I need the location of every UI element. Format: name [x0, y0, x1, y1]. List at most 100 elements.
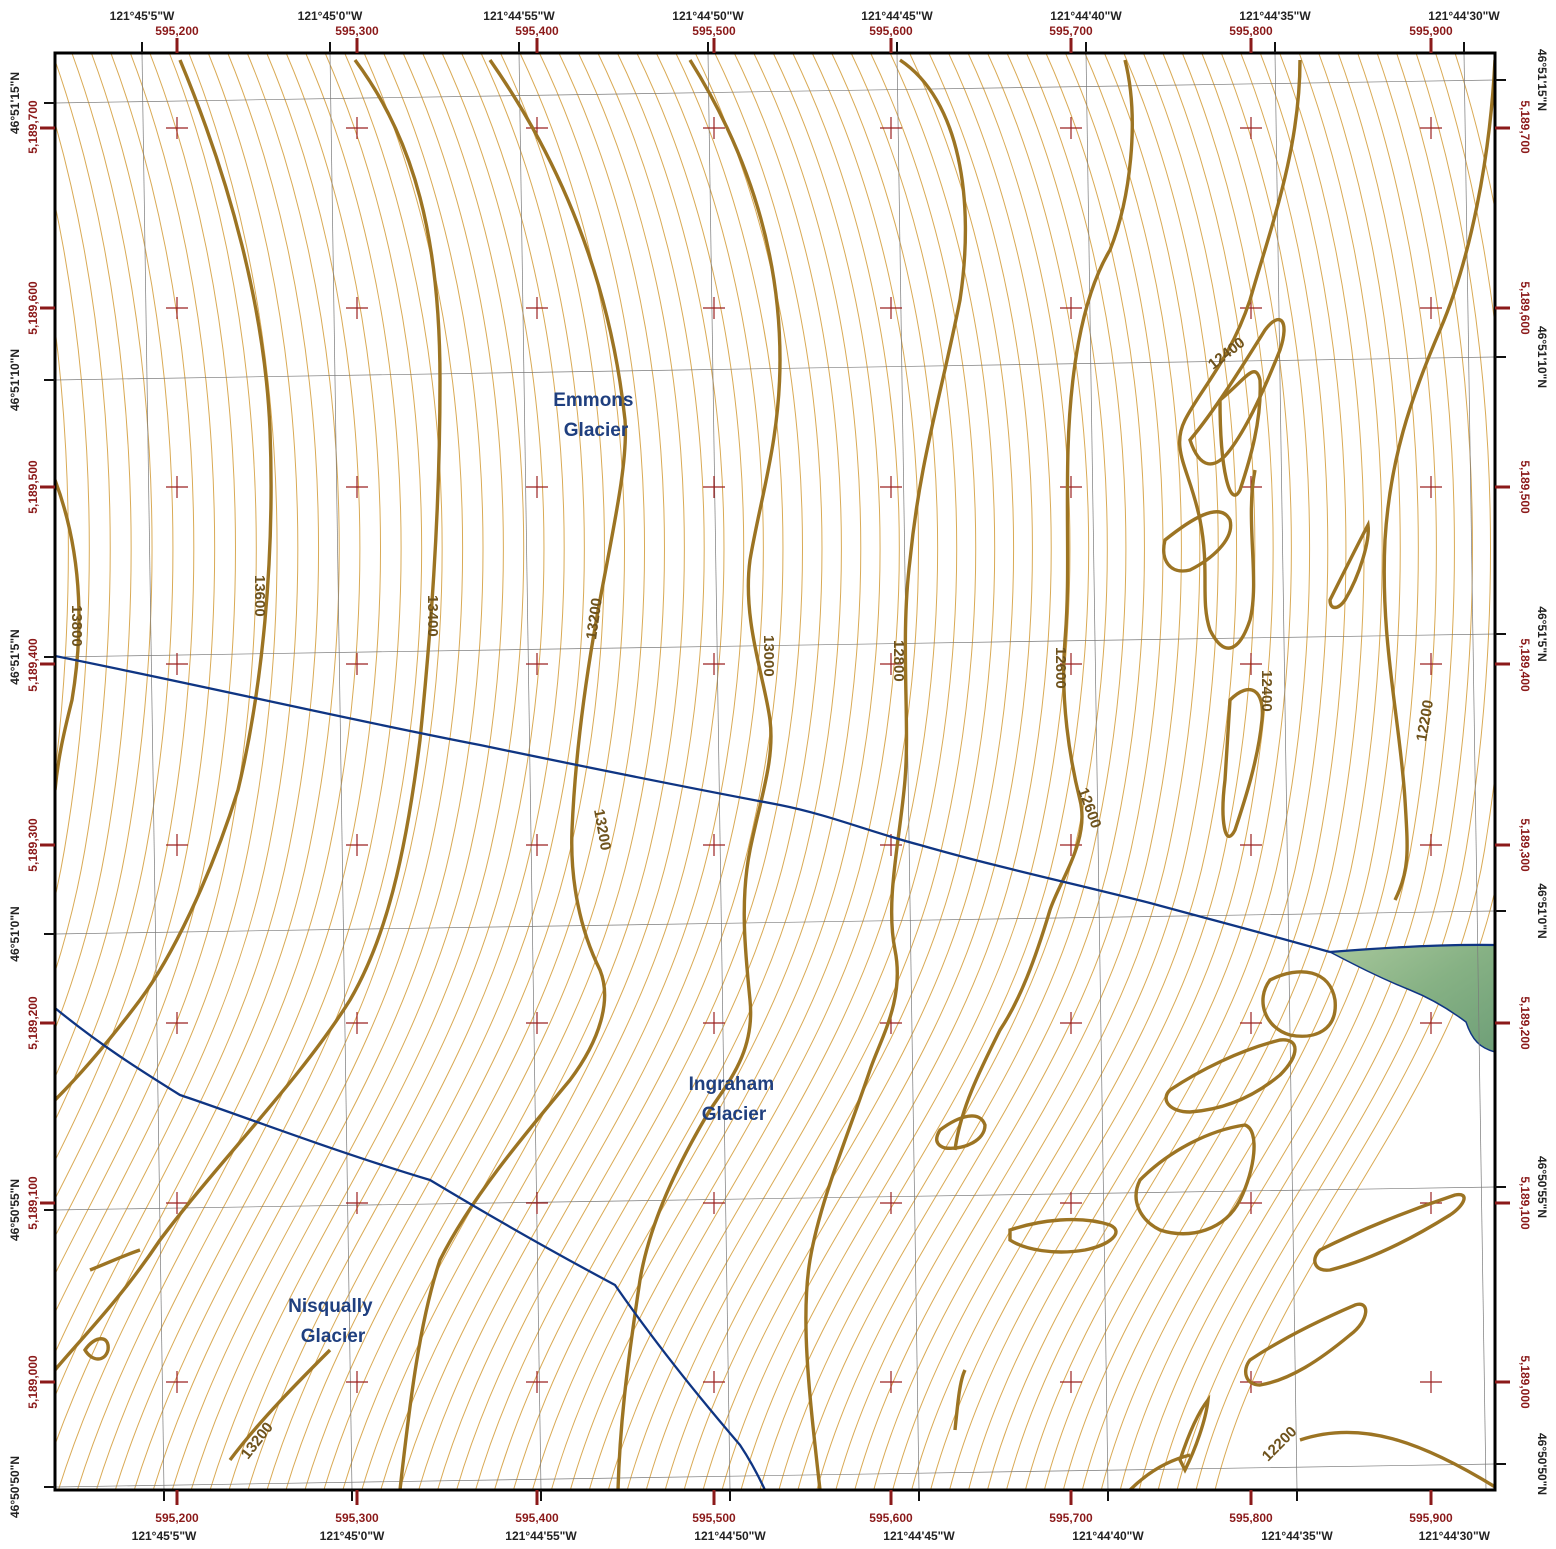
- minor-contour: [550, 53, 881, 1490]
- top-lon-label: 121°44'55"W: [483, 9, 555, 23]
- minor-contour: [702, 53, 1033, 1490]
- minor-contour: [1119, 53, 1437, 1490]
- right-lat-label: 46°51'5"N: [1535, 606, 1549, 661]
- minor-contour: [1138, 53, 1455, 1490]
- minor-contour: [133, 53, 443, 1490]
- bottom-easting-label: 595,300: [335, 1511, 379, 1525]
- frame-ticks: [40, 38, 1510, 1505]
- right-northing-label: 5,189,600: [1518, 281, 1532, 335]
- bottom-lon-label: 121°45'0"W: [320, 1529, 385, 1543]
- top-easting-label: 595,500: [692, 24, 736, 38]
- minor-contour: [816, 53, 1145, 1490]
- minor-contour: [494, 53, 823, 1490]
- minor-contour: [759, 53, 1090, 1490]
- glacier-boundaries: [55, 654, 1495, 1490]
- minor-contour: [588, 53, 919, 1490]
- left-northing-label: 5,189,500: [26, 460, 40, 514]
- contour-label-12600: 12600: [1052, 647, 1069, 689]
- minor-contour: [437, 53, 764, 1490]
- minor-contour: [626, 53, 958, 1490]
- top-lon-label: 121°44'35"W: [1239, 9, 1311, 23]
- minor-contour: [76, 53, 382, 1490]
- emmons-glacier-label: Emmons Glacier: [553, 390, 639, 441]
- contour-label-12200-b: 12200: [1259, 1423, 1301, 1465]
- minor-contour: [683, 53, 1015, 1490]
- bottom-lon-label: 121°44'45"W: [883, 1529, 955, 1543]
- right-lat-label: 46°51'10"N: [1535, 326, 1549, 388]
- minor-contour: [1157, 53, 1473, 1490]
- minor-contour: [228, 53, 545, 1490]
- bottom-easting-label: 595,800: [1229, 1511, 1273, 1525]
- bottom-easting-label: 595,700: [1049, 1511, 1093, 1525]
- right-lat-label: 46°50'50"N: [1535, 1433, 1549, 1495]
- right-coordinate-labels: 5,189,700 5,189,600 5,189,500 5,189,400 …: [1518, 49, 1549, 1495]
- minor-contour: [304, 53, 626, 1490]
- right-northing-label: 5,189,400: [1518, 638, 1532, 692]
- minor-contour: [55, 53, 195, 1162]
- bottom-lon-label: 121°44'30"W: [1419, 1529, 1491, 1543]
- nisqually-glacier-label: Nisqually Glacier: [288, 1296, 378, 1347]
- minor-contour: [323, 53, 646, 1490]
- contour-label-13000: 13000: [760, 635, 777, 677]
- bottom-lon-label: 121°44'50"W: [694, 1529, 766, 1543]
- right-northing-label: 5,189,500: [1518, 460, 1532, 514]
- top-easting-label: 595,600: [869, 24, 913, 38]
- minor-contour: [1176, 53, 1491, 1490]
- bottom-lon-label: 121°44'55"W: [505, 1529, 577, 1543]
- minor-contour: [55, 202, 90, 900]
- minor-contour: [1024, 53, 1347, 1490]
- top-lon-label: 121°45'5"W: [110, 9, 175, 23]
- minor-contour: [475, 53, 803, 1490]
- left-northing-label: 5,189,000: [26, 1355, 40, 1409]
- minor-contour: [721, 53, 1052, 1490]
- minor-contour: [892, 53, 1219, 1490]
- minor-contour: [190, 53, 504, 1490]
- minor-contour: [664, 53, 996, 1490]
- minor-contour: [968, 53, 1292, 1490]
- rock-outcrop: [1327, 944, 1495, 1053]
- top-lon-label: 121°44'45"W: [861, 9, 933, 23]
- minor-contour: [740, 53, 1071, 1490]
- utm-grid-crosses: [166, 117, 1442, 1393]
- minor-contour: [55, 53, 299, 1355]
- bottom-easting-label: 595,400: [515, 1511, 559, 1525]
- minor-contour: [0, 53, 47, 1490]
- minor-contour: [55, 53, 174, 1122]
- map-body: Emmons Glacier Ingraham Glacier Nisquall…: [0, 53, 1495, 1490]
- top-easting-label: 595,900: [1409, 24, 1453, 38]
- minor-contour: [1214, 53, 1495, 1490]
- minor-contour: [1195, 53, 1495, 1490]
- bottom-lon-label: 121°44'35"W: [1261, 1529, 1333, 1543]
- contour-label-13200-b: 13200: [590, 808, 614, 852]
- minor-contours: [0, 53, 1495, 1490]
- minor-contour: [930, 53, 1256, 1490]
- top-lon-label: 121°44'30"W: [1428, 9, 1500, 23]
- right-northing-label: 5,189,700: [1518, 100, 1532, 154]
- minor-contour: [1062, 53, 1383, 1490]
- index-contours: [55, 58, 1495, 1490]
- left-lat-label: 46°51'5"N: [8, 629, 22, 684]
- minor-contour: [399, 53, 725, 1490]
- minor-contour: [835, 53, 1164, 1490]
- left-northing-label: 5,189,700: [26, 100, 40, 154]
- right-lat-label: 46°51'0"N: [1535, 883, 1549, 938]
- left-northing-label: 5,189,200: [26, 996, 40, 1050]
- right-lat-label: 46°50'55"N: [1535, 1156, 1549, 1218]
- minor-contour: [0, 53, 26, 1490]
- contour-label-13400: 13400: [424, 595, 441, 637]
- minor-contour: [55, 53, 340, 1447]
- minor-contour: [55, 53, 236, 1238]
- minor-contour: [418, 53, 745, 1490]
- right-northing-label: 5,189,200: [1518, 996, 1532, 1050]
- bottom-coordinate-labels: 595,200 595,300 595,400 595,500 595,600 …: [132, 1511, 1491, 1543]
- bottom-lon-label: 121°44'40"W: [1072, 1529, 1144, 1543]
- top-easting-label: 595,400: [515, 24, 559, 38]
- minor-contour: [55, 53, 278, 1314]
- minor-contour: [152, 53, 464, 1490]
- minor-contour: [55, 53, 153, 1079]
- minor-contour: [569, 53, 900, 1490]
- minor-contour: [456, 53, 784, 1490]
- minor-contour: [55, 59, 132, 1031]
- contour-labels: 13800 13600 13400 13200 13000 12800 1260…: [68, 334, 1437, 1465]
- contour-label-12800: 12800: [890, 640, 907, 682]
